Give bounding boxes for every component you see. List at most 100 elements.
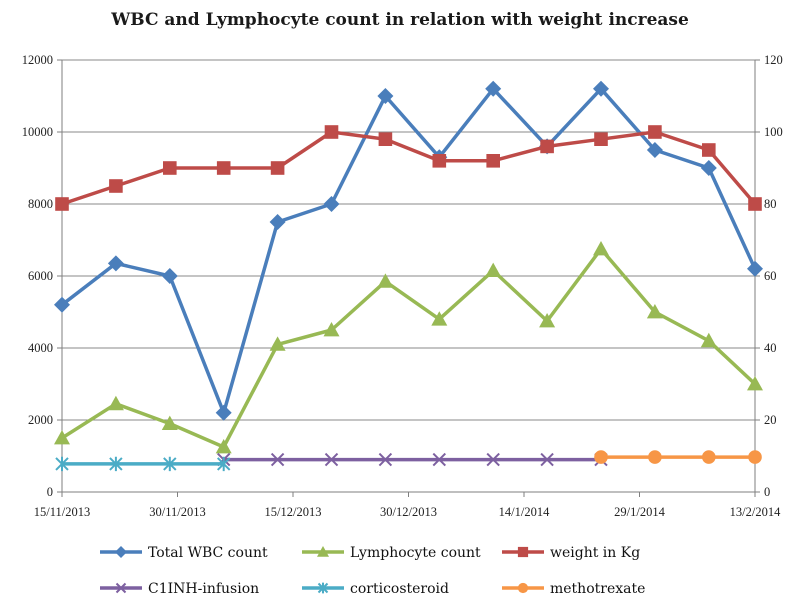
gridlines	[62, 59, 755, 421]
data-point-lymphocyte-count	[377, 273, 394, 288]
y-right-tick-label: 0	[764, 485, 770, 499]
data-point-lymphocyte-count	[593, 241, 609, 256]
data-point-weight-in-kg	[163, 161, 177, 175]
series-corticosteroid	[55, 456, 231, 472]
data-point-corticosteroid	[163, 456, 177, 472]
data-point-methotrexate	[648, 450, 662, 464]
y-right-ticks: 0 20 40 60 80 100 120	[755, 53, 783, 499]
data-point-total-wbc-count	[107, 255, 124, 272]
data-point-weight-in-kg	[648, 125, 662, 139]
x-tick-label: 29/1/2014	[614, 505, 665, 519]
legend-label: corticosteroid	[350, 581, 449, 597]
data-point-weight-in-kg	[324, 125, 339, 139]
data-point-corticosteroid	[109, 456, 123, 472]
chart-title: WBC and Lymphocyte count in relation wit…	[110, 10, 689, 30]
data-point-lymphocyte-count	[485, 262, 502, 277]
legend-swatch-marker	[115, 582, 127, 594]
y-left-tick-label: 4000	[28, 341, 53, 355]
data-point-methotrexate	[748, 450, 762, 464]
legend-label: Total WBC count	[148, 545, 268, 561]
series-line-lymphocyte-count	[61, 247, 757, 449]
data-point-total-wbc-count	[161, 268, 178, 284]
series-methotrexate	[594, 450, 762, 464]
data-point-total-wbc-count	[377, 88, 394, 104]
x-tick-label: 13/2/2014	[730, 505, 781, 519]
legend-label: methotrexate	[550, 581, 645, 597]
y-left-tick-label: 10000	[22, 125, 53, 139]
legend: Total WBC count Lymphocyte count weight in…	[100, 545, 645, 597]
data-point-c1inh-infusion	[324, 452, 339, 467]
y-left-ticks: 0 2000 4000 6000 8000 10000 12000	[22, 53, 62, 499]
data-point-lymphocyte-count	[269, 336, 286, 351]
data-point-c1inh-infusion	[270, 452, 285, 467]
x-tick-label: 30/12/2013	[380, 505, 437, 519]
y-left-tick-label: 12000	[22, 53, 53, 67]
legend-label: Lymphocyte count	[350, 545, 481, 561]
y-left-tick-label: 6000	[28, 269, 53, 283]
legend-item-lymphocyte-count: Lymphocyte count	[302, 545, 481, 561]
data-point-corticosteroid	[55, 456, 69, 472]
data-point-c1inh-infusion	[378, 452, 393, 467]
y-left-tick-label: 0	[47, 485, 53, 499]
legend-item-methotrexate: methotrexate	[502, 581, 645, 597]
data-point-weight-in-kg	[55, 197, 69, 211]
legend-label: C1INH-infusion	[148, 581, 259, 597]
data-point-c1inh-infusion	[486, 452, 500, 467]
y-right-tick-label: 80	[764, 197, 777, 211]
legend-swatch-marker	[317, 582, 329, 594]
data-point-lymphocyte-count	[161, 415, 178, 430]
data-point-total-wbc-count	[646, 142, 663, 158]
data-point-c1inh-infusion	[540, 452, 554, 467]
data-point-lymphocyte-count	[431, 311, 448, 326]
data-point-total-wbc-count	[593, 80, 609, 97]
x-tick-label: 14/1/2014	[499, 505, 550, 519]
data-point-weight-in-kg	[270, 161, 285, 175]
y-right-tick-label: 20	[764, 413, 777, 427]
x-tick-label: 30/11/2013	[149, 505, 205, 519]
legend-swatch-marker	[317, 546, 329, 557]
series-c1inh-infusion	[216, 452, 608, 467]
data-point-lymphocyte-count	[323, 322, 340, 337]
legend-item-corticosteroid: corticosteroid	[302, 581, 449, 597]
data-point-weight-in-kg	[432, 154, 447, 168]
data-point-lymphocyte-count	[215, 439, 232, 454]
legend-item-total-wbc-count: Total WBC count	[100, 545, 268, 561]
data-point-corticosteroid	[216, 456, 231, 472]
data-point-lymphocyte-count	[646, 304, 663, 319]
y-left-tick-label: 8000	[28, 197, 53, 211]
x-tick-label: 15/12/2013	[265, 505, 322, 519]
data-point-methotrexate	[702, 450, 716, 464]
data-point-methotrexate	[594, 450, 608, 464]
x-ticks: 15/11/2013 30/11/2013 15/12/2013 30/12/2013…	[34, 492, 781, 519]
data-point-total-wbc-count	[700, 160, 717, 176]
data-point-total-wbc-count	[747, 260, 763, 277]
data-point-weight-in-kg	[109, 179, 123, 193]
series-line-weight-in-kg	[61, 130, 757, 206]
legend-swatch-marker	[517, 582, 529, 594]
series-lymphocyte-count	[54, 241, 763, 454]
data-point-weight-in-kg	[594, 132, 608, 146]
data-point-weight-in-kg	[378, 132, 393, 146]
series-weight-in-kg	[55, 125, 762, 211]
data-point-lymphocyte-count	[107, 395, 124, 411]
legend-item-weight-in-kg: weight in Kg	[502, 545, 640, 561]
data-point-weight-in-kg	[748, 197, 762, 211]
data-point-weight-in-kg	[486, 154, 500, 168]
data-point-lymphocyte-count	[539, 313, 556, 328]
legend-swatch-marker	[517, 546, 529, 558]
data-point-lymphocyte-count	[747, 376, 763, 391]
y-left-tick-label: 2000	[28, 413, 53, 427]
x-tick-label: 15/11/2013	[34, 505, 90, 519]
series-layer	[54, 80, 763, 472]
data-point-total-wbc-count	[269, 214, 286, 230]
data-point-lymphocyte-count	[54, 430, 70, 445]
legend-label: weight in Kg	[550, 545, 640, 561]
data-point-weight-in-kg	[540, 139, 554, 154]
data-point-total-wbc-count	[323, 196, 340, 212]
y-right-tick-label: 100	[764, 125, 783, 139]
data-point-total-wbc-count	[215, 404, 232, 421]
legend-item-c1inh-infusion: C1INH-infusion	[100, 581, 259, 597]
series-line-total-wbc-count	[60, 87, 757, 415]
legend-swatch-marker	[115, 546, 127, 558]
